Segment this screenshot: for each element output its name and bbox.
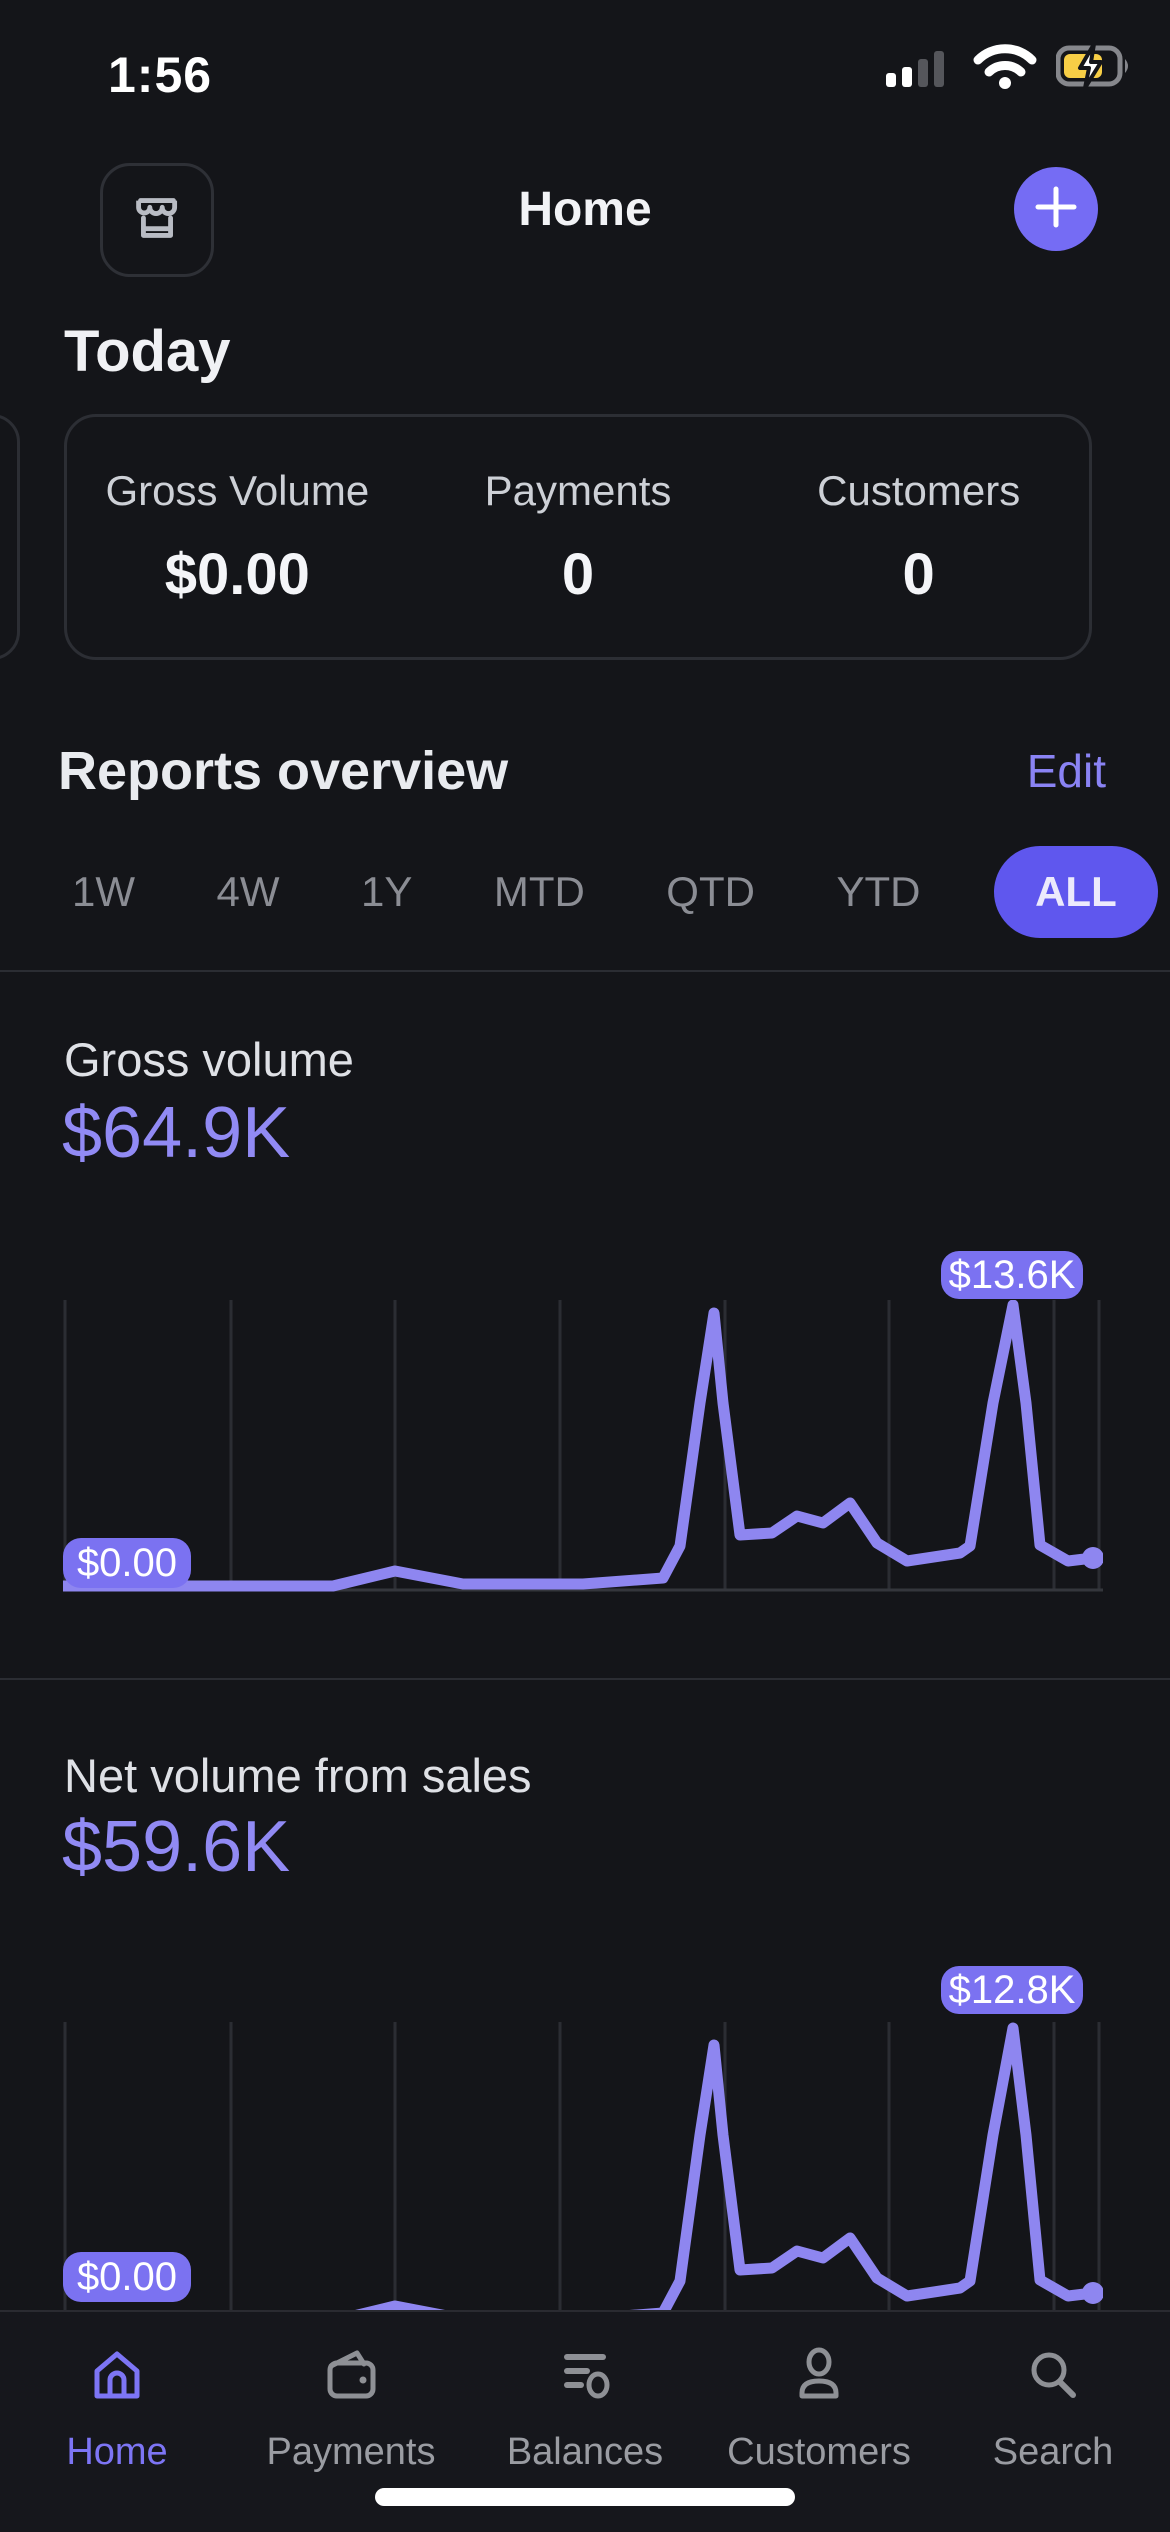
- min-value-badge: $0.00: [63, 1538, 191, 1588]
- wifi-icon: [972, 42, 1038, 95]
- tab-search[interactable]: Search: [936, 2312, 1170, 2532]
- range-tab-1y[interactable]: 1Y: [360, 868, 413, 915]
- range-tab-4w[interactable]: 4W: [216, 868, 280, 915]
- status-bar: 1:56: [0, 0, 1170, 130]
- tab-label: Customers: [727, 2431, 911, 2473]
- stat-label: Customers: [817, 466, 1021, 514]
- net-volume-total: $59.6K: [62, 1807, 291, 1887]
- storefront-icon: [126, 187, 188, 254]
- today-heading: Today: [64, 319, 231, 384]
- search-icon: [1021, 2344, 1085, 2413]
- person-icon: [787, 2344, 851, 2413]
- date-range-tabs: 1W 4W 1Y MTD QTD YTD ALL: [64, 846, 1158, 938]
- peak-value-badge: $12.8K: [941, 1966, 1083, 2014]
- tab-home[interactable]: Home: [0, 2312, 234, 2532]
- net-volume-chart[interactable]: $0.00 $12.8K: [63, 1966, 1103, 2327]
- stat-value: 0: [561, 541, 595, 607]
- range-tab-mtd[interactable]: MTD: [493, 868, 585, 915]
- home-icon: [85, 2344, 149, 2413]
- status-time: 1:56: [108, 47, 213, 103]
- range-tab-1w[interactable]: 1W: [72, 868, 135, 915]
- range-tab-all-selected[interactable]: ALL: [993, 846, 1158, 938]
- stat-value: 0: [902, 541, 935, 607]
- gross-volume-total: $64.9K: [62, 1093, 291, 1173]
- section-divider: [0, 970, 1170, 972]
- gross-volume-title: Gross volume: [64, 1033, 354, 1086]
- tab-balances[interactable]: Balances: [468, 2312, 702, 2532]
- min-value-badge: $0.00: [63, 2252, 191, 2302]
- edit-button[interactable]: Edit: [1026, 745, 1106, 797]
- status-icons: [884, 42, 1134, 95]
- wallet-icon: [319, 2344, 383, 2413]
- tab-label: Search: [992, 2431, 1114, 2473]
- tab-payments[interactable]: Payments: [234, 2312, 468, 2532]
- tab-customers[interactable]: Customers: [702, 2312, 936, 2532]
- net-volume-title: Net volume from sales: [64, 1749, 532, 1802]
- page-title: Home: [518, 183, 652, 236]
- store-switcher-button[interactable]: [100, 163, 214, 277]
- reports-overview-title: Reports overview: [58, 741, 509, 801]
- stat-value: $0.00: [164, 541, 310, 607]
- today-summary-card[interactable]: Gross Volume $0.00 Payments 0 Customers …: [64, 414, 1092, 660]
- home-indicator[interactable]: [375, 2488, 795, 2506]
- battery-charging-icon: [1055, 42, 1134, 93]
- peak-value-badge: $13.6K: [941, 1251, 1083, 1299]
- stat-label: Payments: [484, 466, 672, 514]
- stat-label: Gross Volume: [105, 466, 370, 514]
- header: Home: [0, 158, 1170, 278]
- tab-label: Home: [66, 2431, 168, 2473]
- plus-icon: [1032, 183, 1080, 236]
- tab-label: Payments: [266, 2431, 436, 2473]
- add-button[interactable]: [1014, 167, 1098, 251]
- tab-label: Balances: [506, 2431, 664, 2473]
- stat-payments: Payments 0: [408, 417, 749, 657]
- reports-overview-header: Reports overview Edit: [58, 740, 1106, 804]
- today-card-peek[interactable]: [0, 414, 20, 660]
- balances-icon: [553, 2344, 617, 2413]
- range-tab-ytd[interactable]: YTD: [836, 868, 921, 915]
- stat-customers: Customers 0: [748, 417, 1089, 657]
- gross-volume-chart[interactable]: $0.00 $13.6K: [63, 1251, 1103, 1592]
- cellular-signal-icon: [884, 43, 954, 94]
- range-tab-qtd[interactable]: QTD: [666, 868, 755, 915]
- stat-gross-volume: Gross Volume $0.00: [67, 417, 408, 657]
- section-divider: [0, 1678, 1170, 1680]
